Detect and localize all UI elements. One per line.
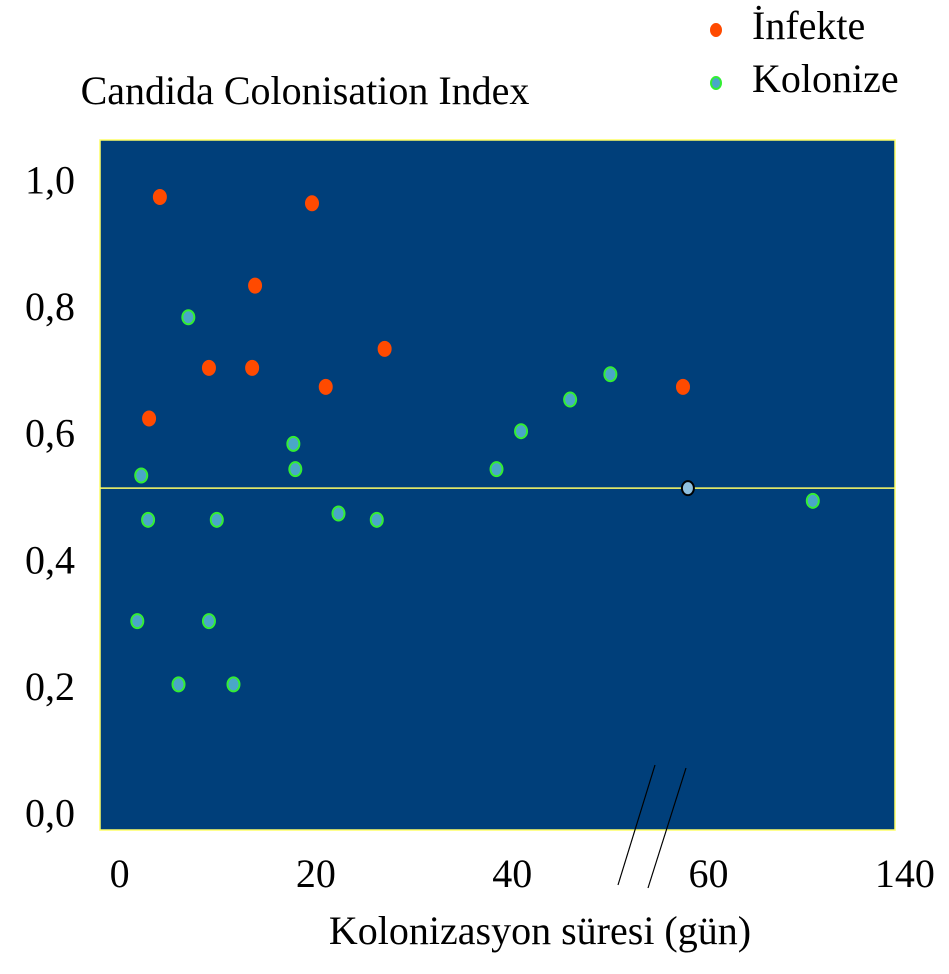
legend-marker bbox=[710, 76, 722, 90]
y-tick-label: 1,0 bbox=[25, 157, 75, 202]
scatter-point bbox=[676, 378, 690, 395]
legend-marker bbox=[710, 23, 722, 37]
scatter-point bbox=[248, 277, 263, 294]
scatter-point bbox=[805, 492, 820, 509]
scatter-point bbox=[489, 461, 504, 478]
scatter-point bbox=[286, 435, 301, 452]
x-tick-label: 140 bbox=[875, 851, 935, 896]
x-axis-label: Kolonizasyon süresi (gün) bbox=[329, 908, 751, 953]
scatter-point bbox=[201, 613, 216, 630]
legend-item: Kolonize bbox=[710, 56, 899, 101]
scatter-point bbox=[245, 359, 260, 376]
y-tick-label: 0,4 bbox=[25, 537, 75, 582]
scatter-point bbox=[141, 511, 156, 528]
scatter-point bbox=[563, 391, 578, 408]
scatter-point bbox=[305, 195, 319, 212]
x-tick-label: 0 bbox=[110, 851, 130, 896]
scatter-point bbox=[377, 340, 392, 357]
scatter-point bbox=[514, 423, 529, 440]
scatter-point bbox=[288, 461, 303, 478]
x-tick-label: 40 bbox=[492, 851, 532, 896]
legend-item: İnfekte bbox=[710, 3, 865, 48]
scatter-point bbox=[680, 480, 695, 497]
y-tick-label: 0,6 bbox=[25, 411, 75, 456]
legend-label: İnfekte bbox=[752, 3, 865, 48]
scatter-point bbox=[171, 676, 186, 693]
legend-label: Kolonize bbox=[752, 56, 899, 101]
scatter-point bbox=[209, 511, 224, 528]
axis-break bbox=[647, 767, 687, 889]
scatter-point bbox=[142, 410, 157, 427]
scatter-point bbox=[181, 309, 196, 326]
x-tick-label: 20 bbox=[296, 851, 336, 896]
axis-break bbox=[617, 764, 656, 886]
scatter-point bbox=[152, 188, 167, 205]
y-tick-label: 0,2 bbox=[25, 664, 75, 709]
scatter-point bbox=[134, 467, 149, 484]
scatter-point bbox=[201, 359, 216, 376]
y-tick-label: 0,8 bbox=[25, 284, 75, 329]
y-tick-label: 0,0 bbox=[25, 791, 75, 836]
chart-title: Candida Colonisation Index bbox=[81, 68, 530, 113]
scatter-point bbox=[331, 505, 346, 522]
scatter-point bbox=[318, 378, 333, 395]
scatter-point bbox=[369, 511, 384, 528]
x-tick-label: 60 bbox=[689, 851, 729, 896]
scatter-point bbox=[226, 676, 241, 693]
scatter-point bbox=[130, 613, 145, 630]
plot-area bbox=[99, 139, 896, 831]
scatter-point bbox=[603, 366, 618, 383]
